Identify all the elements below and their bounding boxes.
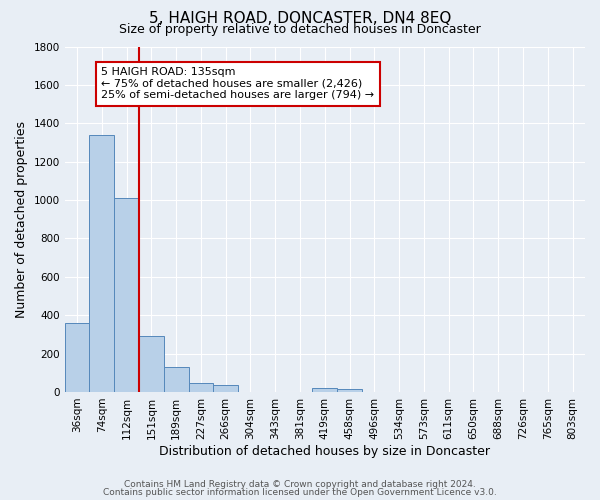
Bar: [164, 367, 188, 392]
Bar: [89, 135, 114, 392]
Bar: [313, 388, 337, 392]
Text: Size of property relative to detached houses in Doncaster: Size of property relative to detached ho…: [119, 22, 481, 36]
Text: Contains HM Land Registry data © Crown copyright and database right 2024.: Contains HM Land Registry data © Crown c…: [124, 480, 476, 489]
Text: 5, HAIGH ROAD, DONCASTER, DN4 8EQ: 5, HAIGH ROAD, DONCASTER, DN4 8EQ: [149, 11, 451, 26]
Bar: [214, 385, 238, 392]
Bar: [188, 384, 214, 392]
Text: Contains public sector information licensed under the Open Government Licence v3: Contains public sector information licen…: [103, 488, 497, 497]
Y-axis label: Number of detached properties: Number of detached properties: [15, 120, 28, 318]
Bar: [337, 389, 362, 392]
Bar: [65, 323, 89, 392]
Bar: [114, 198, 139, 392]
X-axis label: Distribution of detached houses by size in Doncaster: Distribution of detached houses by size …: [160, 444, 490, 458]
Bar: [139, 336, 164, 392]
Text: 5 HAIGH ROAD: 135sqm
← 75% of detached houses are smaller (2,426)
25% of semi-de: 5 HAIGH ROAD: 135sqm ← 75% of detached h…: [101, 67, 374, 100]
